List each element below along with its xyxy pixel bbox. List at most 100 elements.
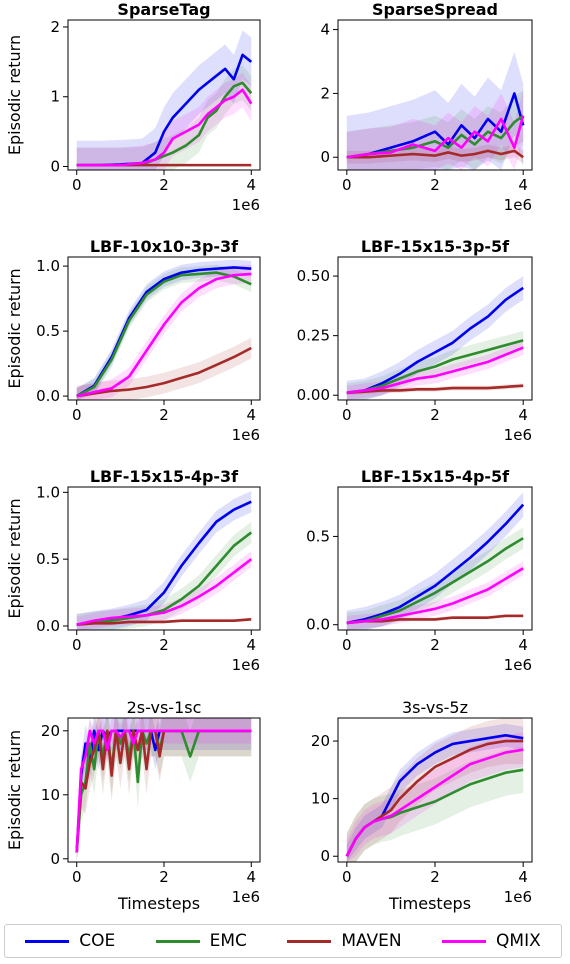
- y-tick-label: 0: [320, 148, 330, 166]
- series-line-emc: [76, 531, 253, 626]
- x-tick-label: 4: [518, 868, 528, 886]
- panel-3s-vs-5z: 3s-vs-5z 0 2 4 1e6 0 10 20 Timesteps: [311, 698, 533, 913]
- band-coe: [346, 276, 524, 400]
- legend-swatch-maven: [287, 939, 332, 943]
- y-tick-label: 20: [311, 732, 330, 750]
- plot-data: [346, 492, 525, 630]
- series-line-maven: [76, 618, 252, 626]
- series-line-coe: [346, 286, 524, 395]
- x-offset-label: 1e6: [232, 656, 260, 674]
- x-tick-label: 0: [72, 176, 82, 194]
- x-tick-label: 4: [246, 176, 256, 194]
- legend-item-qmix: QMIX: [442, 931, 541, 951]
- series-line-maven: [346, 384, 524, 395]
- series-line-emc: [346, 339, 524, 395]
- y-tick-label: 0.5: [36, 322, 60, 340]
- legend-label-maven: MAVEN: [341, 931, 402, 951]
- panel-lbf-10x10-3p-3f: LBF-10x10-3p-3f 0 2 4 1e6 0.0 0.5 1.0 Episodic r…: [5, 237, 261, 444]
- legend-item-emc: EMC: [155, 931, 247, 951]
- x-tick-label: 2: [159, 406, 169, 424]
- legend-swatch-qmix: [442, 939, 487, 943]
- panel-title: LBF-10x10-3p-3f: [90, 237, 239, 256]
- series-line-qmix: [75, 729, 252, 853]
- y-tick-label: 4: [320, 21, 330, 39]
- y-axis-label: Episodic return: [5, 35, 24, 155]
- y-tick-label: 2: [50, 18, 60, 36]
- x-axis-label: Timesteps: [388, 894, 471, 913]
- series-line-maven: [76, 346, 252, 398]
- x-tick-label: 0: [342, 636, 352, 654]
- legend-item-coe: COE: [25, 931, 115, 951]
- band-qmix: [76, 72, 252, 170]
- panel-lbf-15x15-3p-5f: LBF-15x15-3p-5f 0 2 4 1e6 0.00 0.25 0.50: [297, 237, 533, 444]
- x-tick-label: 4: [518, 176, 528, 194]
- y-tick-label: 0.5: [36, 550, 60, 568]
- y-axis-label: Episodic return: [5, 730, 24, 850]
- x-tick-label: 0: [72, 636, 82, 654]
- x-offset-label: 1e6: [232, 196, 260, 214]
- x-tick-label: 0: [342, 868, 352, 886]
- x-tick-label: 4: [246, 406, 256, 424]
- y-tick-label: 0.50: [297, 267, 330, 285]
- panel-title: LBF-15x15-4p-5f: [361, 467, 510, 486]
- x-tick-label: 4: [246, 636, 256, 654]
- band-coe: [76, 30, 252, 170]
- legend: COE EMC MAVEN QMIX: [4, 924, 562, 958]
- band-qmix: [76, 551, 252, 630]
- panel-title: 3s-vs-5z: [402, 698, 468, 717]
- panel-title: SparseTag: [117, 0, 210, 19]
- x-tick-label: 2: [159, 176, 169, 194]
- band-coe: [76, 491, 252, 630]
- plot-data: [345, 718, 524, 862]
- x-offset-label: 1e6: [504, 656, 532, 674]
- x-tick-label: 0: [72, 868, 82, 886]
- band-emc: [346, 746, 524, 862]
- figure-grid: SparseTag 0 2 4 1e6 0 1 2 Episodic return SparseS…: [5, 0, 533, 913]
- panel-title: LBF-15x15-3p-5f: [361, 237, 510, 256]
- series-line-qmix: [346, 115, 525, 159]
- panel-title: 2s-vs-1sc: [127, 698, 202, 717]
- series-line-emc: [76, 271, 252, 398]
- x-tick-label: 2: [430, 176, 440, 194]
- x-offset-label: 1e6: [232, 426, 260, 444]
- series-line-emc: [346, 537, 524, 625]
- panel-sparsespread: SparseSpread 0 2 4 1e6 0 2 4: [320, 0, 533, 214]
- y-tick-label: 0.25: [297, 327, 330, 345]
- plot-data: [346, 51, 525, 170]
- legend-swatch-emc: [155, 939, 200, 943]
- series-line-qmix: [346, 567, 524, 625]
- y-tick-label: 2: [320, 84, 330, 102]
- plot-data: [75, 718, 252, 862]
- x-offset-label: 1e6: [504, 888, 532, 906]
- legend-label-coe: COE: [79, 931, 116, 951]
- x-tick-label: 4: [246, 868, 256, 886]
- y-tick-label: 0.5: [306, 527, 330, 545]
- plot-data: [76, 259, 252, 400]
- y-tick-label: 1: [50, 88, 60, 106]
- x-offset-label: 1e6: [504, 426, 532, 444]
- y-axis-label: Episodic return: [5, 268, 24, 388]
- band-emc: [346, 527, 524, 630]
- band-maven: [346, 144, 524, 164]
- panel-lbf-15x15-4p-5f: LBF-15x15-4p-5f 0 2 4 1e6 0.0 0.5: [306, 467, 533, 674]
- y-tick-label: 0.0: [36, 387, 60, 405]
- panel-title: LBF-15x15-4p-3f: [90, 467, 239, 486]
- y-tick-label: 0.0: [36, 617, 60, 635]
- band-qmix: [346, 732, 524, 862]
- x-tick-label: 2: [430, 406, 440, 424]
- band-coe: [346, 492, 524, 630]
- series-line-coe: [346, 503, 525, 625]
- legend-label-emc: EMC: [209, 931, 247, 951]
- band-maven: [346, 718, 524, 862]
- legend-label-qmix: QMIX: [496, 931, 541, 951]
- plot-data: [76, 30, 253, 170]
- y-tick-label: 0.00: [297, 386, 330, 404]
- y-tick-label: 1.0: [36, 483, 60, 501]
- series-line-qmix: [346, 346, 524, 395]
- x-tick-label: 0: [342, 176, 352, 194]
- band-emc: [76, 521, 252, 630]
- plot-data: [346, 276, 524, 400]
- panel-sparsetag: SparseTag 0 2 4 1e6 0 1 2 Episodic return: [5, 0, 261, 214]
- band-qmix: [76, 264, 252, 400]
- plot-data: [76, 491, 253, 630]
